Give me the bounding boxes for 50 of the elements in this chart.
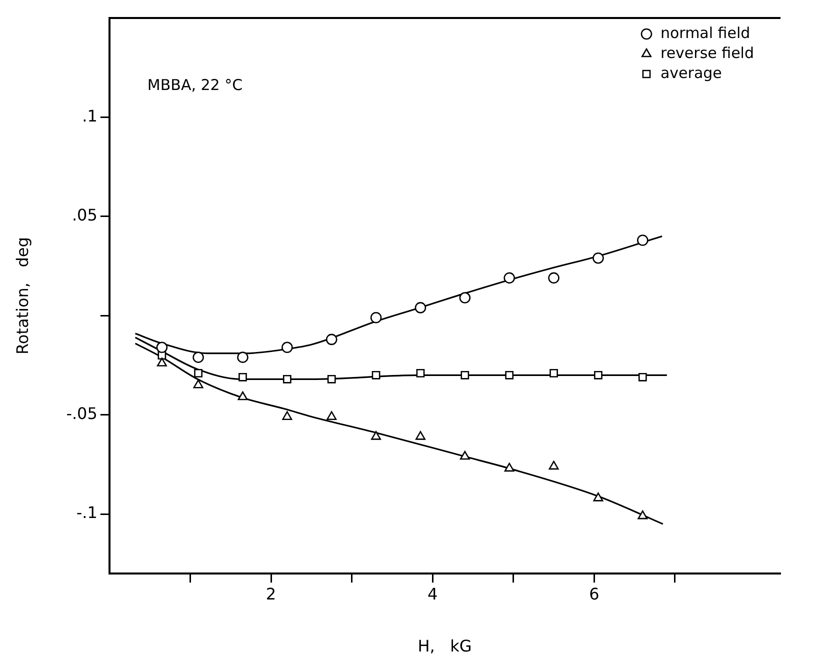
point — [504, 272, 515, 284]
point — [638, 372, 647, 382]
y-axis-title: Rotation, deg — [12, 237, 32, 355]
line-series — [134, 336, 668, 380]
point — [193, 379, 204, 388]
x-tick-label: 4 — [427, 584, 438, 604]
point — [414, 302, 426, 314]
y-tick-label: .05 — [72, 206, 98, 225]
point — [548, 460, 559, 470]
line-series — [134, 342, 664, 525]
point — [282, 374, 292, 384]
x-tick-label: 2 — [266, 584, 276, 604]
y-tick-label: -.1 — [76, 503, 98, 522]
y-tick-label: -.05 — [66, 404, 98, 424]
point — [550, 369, 558, 378]
point — [156, 342, 168, 354]
point — [505, 370, 514, 380]
point — [593, 492, 604, 502]
point — [282, 411, 292, 420]
point — [371, 431, 382, 440]
point — [459, 292, 471, 304]
point — [326, 334, 338, 346]
point — [238, 391, 248, 400]
point — [460, 370, 470, 380]
legend-label: average — [660, 64, 722, 82]
point — [192, 352, 204, 363]
point — [326, 411, 337, 420]
x-tick-label: 6 — [589, 584, 600, 604]
point — [594, 370, 602, 380]
y-tick-label: .1 — [82, 106, 98, 126]
point — [194, 369, 202, 378]
legend-label: normal field — [660, 24, 750, 42]
point — [637, 234, 648, 246]
point — [327, 374, 336, 384]
point — [416, 369, 425, 378]
x-axis-title: H, kG — [418, 636, 472, 656]
point — [156, 358, 167, 366]
legend-label: reverse field — [660, 44, 754, 62]
point — [415, 431, 426, 440]
point — [460, 450, 470, 460]
point — [370, 312, 382, 324]
point — [638, 510, 648, 520]
point — [372, 370, 380, 380]
point — [282, 342, 293, 354]
point — [548, 272, 560, 284]
point — [504, 462, 514, 472]
point — [592, 252, 604, 264]
annotation: MBBA, 22 °C — [147, 76, 243, 94]
point — [237, 352, 248, 363]
point — [238, 372, 247, 382]
